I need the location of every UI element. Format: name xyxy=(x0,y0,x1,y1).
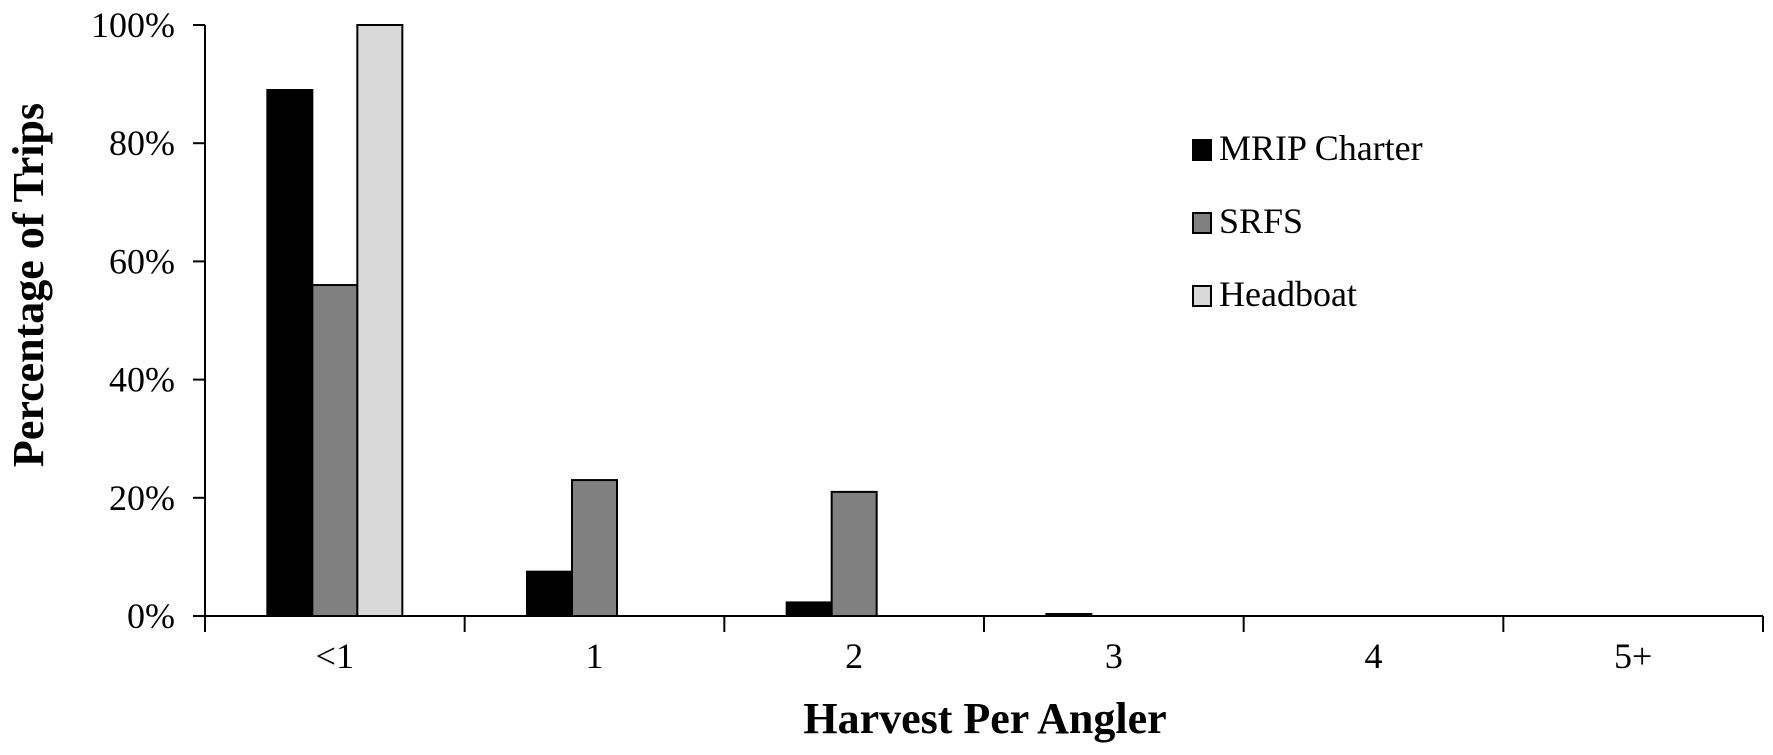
bar-mrip-charter xyxy=(785,601,833,617)
y-tick-label: 40% xyxy=(109,360,175,400)
x-tick-label: 2 xyxy=(845,636,863,676)
y-tick-label: 80% xyxy=(109,123,175,163)
y-tick-label: 60% xyxy=(109,241,175,281)
bars-layer xyxy=(266,24,1093,618)
legend-swatch-headboat xyxy=(1192,285,1212,307)
bar-headboat xyxy=(356,24,404,617)
bar-srfs xyxy=(311,284,359,617)
y-tick-label: 20% xyxy=(109,478,175,518)
legend-swatch-mrip-charter xyxy=(1192,139,1212,161)
x-tick-label: 3 xyxy=(1105,636,1123,676)
legend-label-headboat: Headboat xyxy=(1219,274,1357,314)
y-axis-title: Percentage of Trips xyxy=(4,103,53,467)
legend: MRIP Charter SRFS Headboat xyxy=(1192,128,1423,314)
axes-layer: 0% 20% 40% 60% 80% 100% <1 1 2 3 4 5+ xyxy=(91,5,1764,676)
x-tick-label: 5+ xyxy=(1614,636,1652,676)
x-tick-label: 1 xyxy=(586,636,604,676)
bar-srfs xyxy=(830,490,878,618)
legend-swatch-srfs xyxy=(1192,212,1212,234)
bar-mrip-charter xyxy=(526,570,573,617)
x-axis-title: Harvest Per Angler xyxy=(803,694,1166,743)
bar-srfs xyxy=(571,479,618,617)
bar-mrip-charter xyxy=(266,89,314,617)
x-tick-label: 4 xyxy=(1365,636,1383,676)
y-tick-label: 0% xyxy=(127,596,175,636)
x-tick-label: <1 xyxy=(316,636,354,676)
legend-label-srfs: SRFS xyxy=(1219,201,1303,241)
y-tick-label: 100% xyxy=(91,5,175,45)
legend-label-mrip-charter: MRIP Charter xyxy=(1219,128,1423,168)
